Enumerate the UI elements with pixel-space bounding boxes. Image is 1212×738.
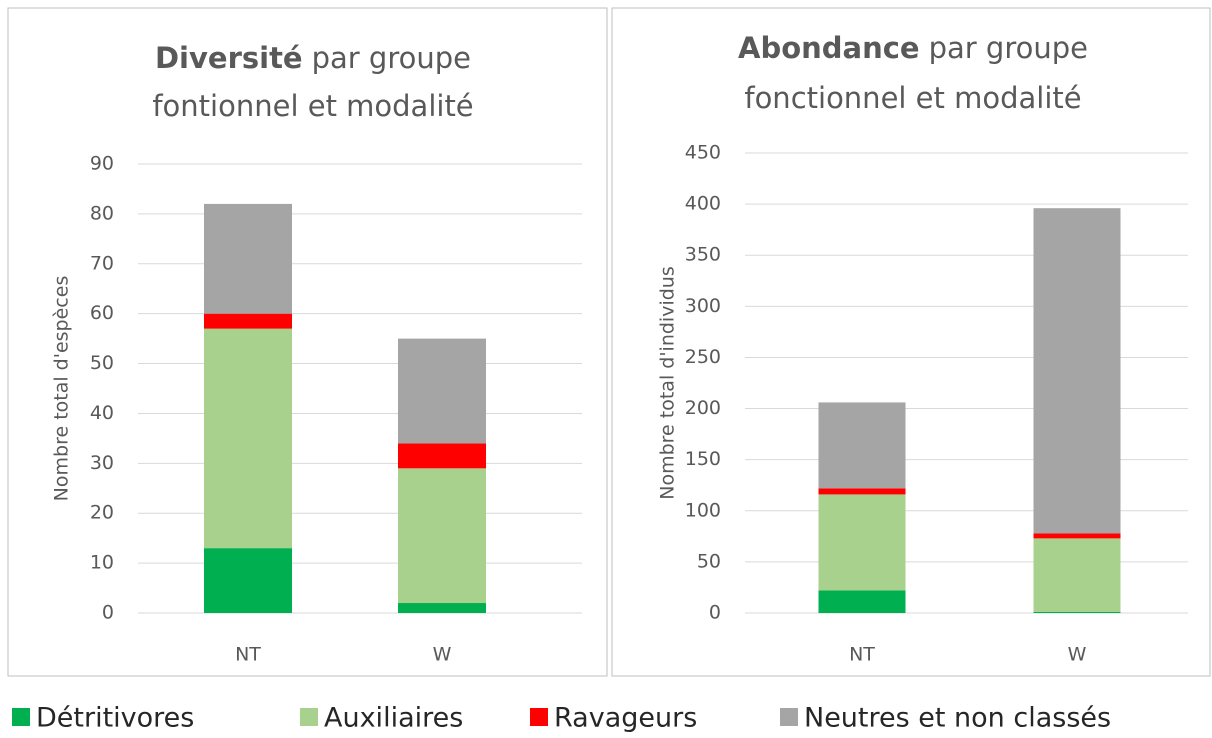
chart-title: Diversité par groupe	[155, 41, 471, 75]
bar-segment	[398, 468, 486, 604]
bar-segment	[818, 488, 906, 495]
y-tick-label: 10	[90, 552, 114, 574]
y-tick-label: 50	[90, 352, 114, 374]
bar-segment	[398, 338, 486, 444]
legend-swatch	[12, 708, 30, 726]
x-tick-label: NT	[849, 644, 875, 666]
bar-segment	[1033, 611, 1121, 613]
chart-title: fontionnel et modalité	[152, 89, 473, 123]
y-tick-label: 0	[102, 602, 114, 624]
bar-segment	[1033, 538, 1121, 612]
bar-segment	[204, 203, 292, 314]
y-tick-label: 400	[685, 193, 721, 215]
y-tick-label: 100	[685, 499, 721, 521]
legend-swatch	[780, 708, 798, 726]
legend-swatch	[300, 708, 318, 726]
y-tick-label: 450	[685, 142, 721, 164]
chart-title: fonctionnel et modalité	[744, 81, 1081, 115]
title-text: par groupe	[312, 41, 471, 75]
y-axis-label: Nombre total d'individus	[657, 266, 679, 499]
legend-swatch	[530, 708, 548, 726]
y-tick-label: 60	[90, 302, 114, 324]
y-axis-label: Nombre total d'espèces	[51, 276, 73, 502]
panel-border	[611, 7, 1211, 677]
title-text: par groupe	[929, 31, 1088, 65]
y-tick-label: 20	[90, 502, 114, 524]
bar-segment	[398, 443, 486, 469]
bar-segment	[398, 603, 486, 613]
bar-segment	[204, 313, 292, 329]
bar-segment	[1033, 533, 1121, 539]
y-tick-label: 0	[709, 602, 721, 624]
y-tick-label: 300	[685, 295, 721, 317]
bar-segment	[1033, 208, 1121, 534]
chart-title: Abondance par groupe	[738, 31, 1088, 65]
y-tick-label: 80	[90, 202, 114, 224]
x-tick-label: NT	[235, 644, 261, 666]
y-tick-label: 70	[90, 252, 114, 274]
x-tick-label: W	[433, 644, 452, 666]
x-tick-label: W	[1068, 644, 1087, 666]
y-tick-label: 250	[685, 346, 721, 368]
legend-label: Détritivores	[36, 703, 194, 734]
bar-segment	[204, 328, 292, 549]
y-tick-label: 150	[685, 448, 721, 470]
y-tick-label: 90	[90, 153, 114, 175]
y-tick-label: 30	[90, 452, 114, 474]
panel-border	[7, 7, 608, 677]
y-tick-label: 40	[90, 402, 114, 424]
legend-label: Ravageurs	[554, 703, 697, 734]
bar-segment	[818, 402, 906, 489]
legend-label: Auxiliaires	[324, 703, 463, 734]
bar-segment	[204, 548, 292, 613]
bar-segment	[818, 590, 906, 613]
legend-label: Neutres et non classés	[804, 703, 1111, 734]
bar-segment	[818, 494, 906, 591]
y-tick-label: 350	[685, 244, 721, 266]
y-tick-label: 50	[697, 550, 721, 572]
y-tick-label: 200	[685, 397, 721, 419]
title-bold: Diversité	[155, 41, 303, 75]
title-bold: Abondance	[738, 31, 920, 65]
